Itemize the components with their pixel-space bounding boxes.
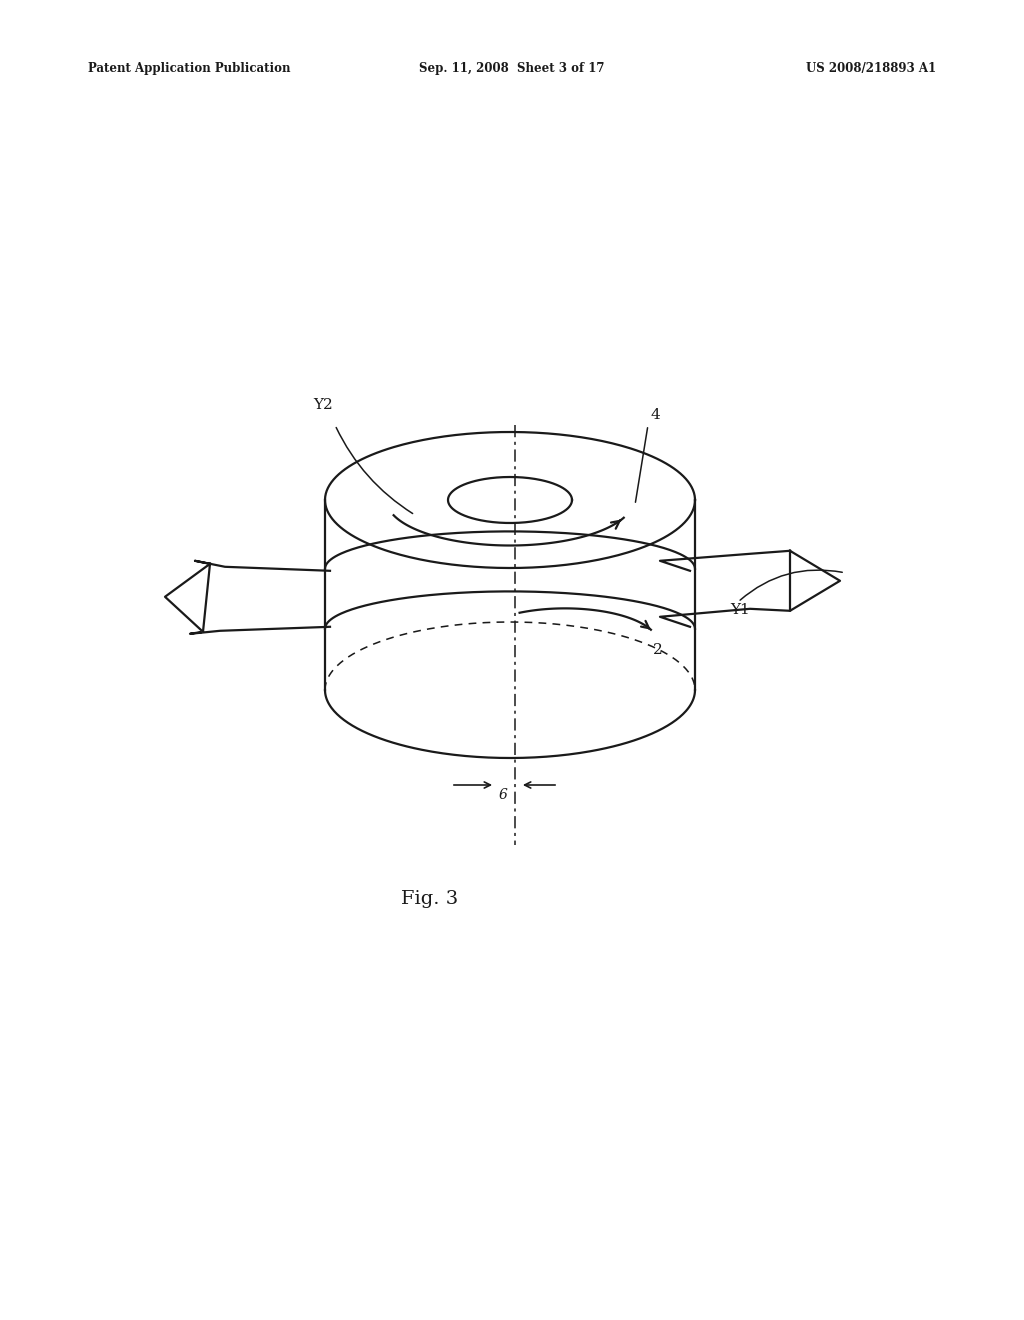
Text: US 2008/218893 A1: US 2008/218893 A1	[806, 62, 936, 75]
Text: Fig. 3: Fig. 3	[401, 890, 459, 908]
Text: Patent Application Publication: Patent Application Publication	[88, 62, 291, 75]
Text: 6: 6	[499, 788, 508, 803]
Text: 2: 2	[653, 643, 663, 657]
Text: Sep. 11, 2008  Sheet 3 of 17: Sep. 11, 2008 Sheet 3 of 17	[419, 62, 605, 75]
Text: Y2: Y2	[313, 399, 333, 412]
Polygon shape	[165, 564, 210, 632]
Text: Y1: Y1	[730, 603, 750, 616]
Polygon shape	[790, 550, 840, 611]
Text: 4: 4	[650, 408, 659, 422]
